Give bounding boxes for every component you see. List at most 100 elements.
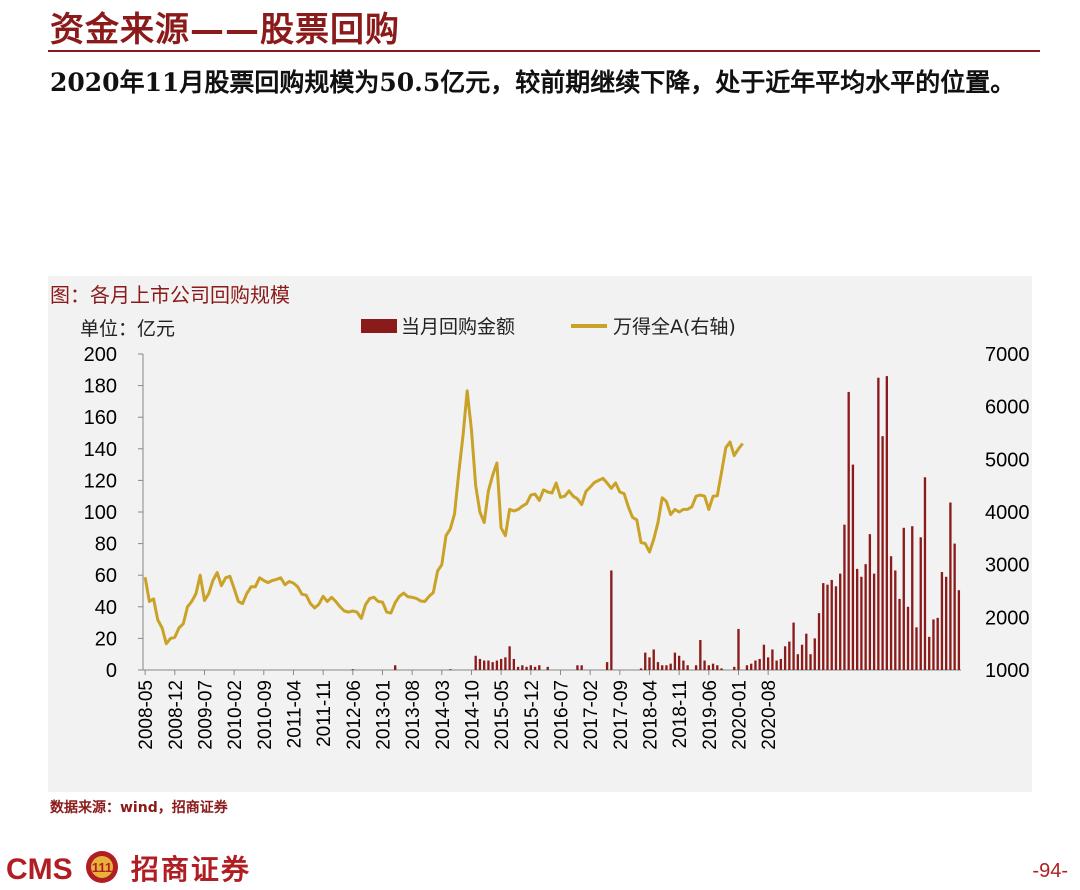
bar [822,583,825,670]
bar [872,573,876,670]
bar [694,665,698,670]
bar [775,660,778,670]
headline-text: 2020年11月股票回购规模为50.5亿元，较前期继续下降，处于近年平均水平的位… [50,68,1016,97]
bar [703,660,706,670]
bar [750,663,753,670]
bar [508,646,511,670]
bar [491,662,494,670]
x-tick-label: 2015-05 [492,680,513,750]
bar [610,570,613,670]
logo-cn: 招商证券 [130,853,251,886]
bar [661,665,664,670]
y-right-tick-label: 4000 [985,502,1030,524]
title-underline [48,50,1040,52]
bar [665,665,668,670]
bar [478,658,482,670]
bar [868,534,872,670]
bar [932,619,935,670]
x-tick-label: 2018-11 [670,680,691,748]
bar [512,658,516,670]
bar [839,573,842,670]
legend-bar-swatch [361,319,397,333]
legend-line-label: 万得全A(右轴) [613,316,736,338]
bar [762,644,766,670]
bar [538,665,541,670]
bar [516,666,520,670]
bar [754,660,757,670]
bar [499,658,503,670]
x-tick-label: 2019-06 [700,680,721,750]
x-tick-label: 2008-12 [166,680,187,750]
y-right-tick-label: 7000 [985,344,1030,366]
bar [682,660,685,670]
bar [860,576,863,670]
bar [758,658,761,670]
bar [792,622,795,670]
x-tick-label: 2017-09 [611,680,632,750]
bar [889,556,893,670]
bar [716,665,719,670]
legend-bar-label: 当月回购金额 [401,316,515,338]
bar [576,665,579,670]
bar [805,633,808,670]
bar [911,526,914,670]
bar [771,649,774,670]
x-tick-label: 2014-10 [462,680,483,750]
bar [495,660,499,670]
bar [894,570,897,670]
bar [525,666,528,670]
bar [906,606,910,670]
bar [351,669,354,670]
bar [644,652,647,670]
page-title: 资金来源——股票回购 [50,10,400,50]
bar [855,568,859,670]
x-tick-label: 2012-06 [344,680,365,750]
bar [521,665,524,670]
x-tick-label: 2015-12 [522,680,543,750]
bar [881,436,884,670]
bar [720,668,723,670]
y-left-tick-label: 60 [95,565,117,587]
bar [826,584,829,670]
bar [474,655,477,670]
y-right-tick-label: 5000 [985,449,1030,471]
y-left-tick-label: 160 [84,407,117,429]
logo-text: CMS [6,853,73,886]
bar [605,662,609,670]
bar [580,665,583,670]
x-tick-label: 2013-01 [373,680,394,750]
bar [851,464,855,670]
bar [830,579,833,670]
bar [529,665,532,670]
bar [669,663,672,670]
bar [677,655,681,670]
bar [788,641,791,670]
y-right-tick-label: 6000 [985,397,1030,419]
x-tick-label: 2009-07 [195,680,216,750]
x-tick-label: 2020-08 [759,680,780,750]
company-logo: CMS 111 招商证券 [6,848,251,888]
bar [766,657,770,670]
chart-panel: 图：各月上市公司回购规模 单位：亿元 当月回购金额 万得全A(右轴) 0 20 40 60 80… [48,276,1032,792]
y-left-tick-label: 100 [84,502,117,524]
bar [885,376,888,670]
y-left-tick-label: 120 [84,470,117,492]
bar [487,660,490,670]
bar [813,638,816,670]
y-left-tick-label: 180 [84,376,117,398]
y-left-tick-label: 40 [95,597,117,619]
x-tick-label: 2017-02 [581,680,602,750]
bar [928,636,931,670]
y-left-tick-label: 20 [95,628,117,650]
x-tick-label: 2008-05 [136,680,157,750]
bar [957,590,961,670]
bar [449,669,452,670]
data-source-note: 数据来源：wind，招商证券 [50,800,228,816]
bar [699,639,702,670]
bar [745,665,749,670]
bar [656,662,660,670]
bar [902,527,905,670]
bar [652,649,655,670]
bar [940,572,944,670]
